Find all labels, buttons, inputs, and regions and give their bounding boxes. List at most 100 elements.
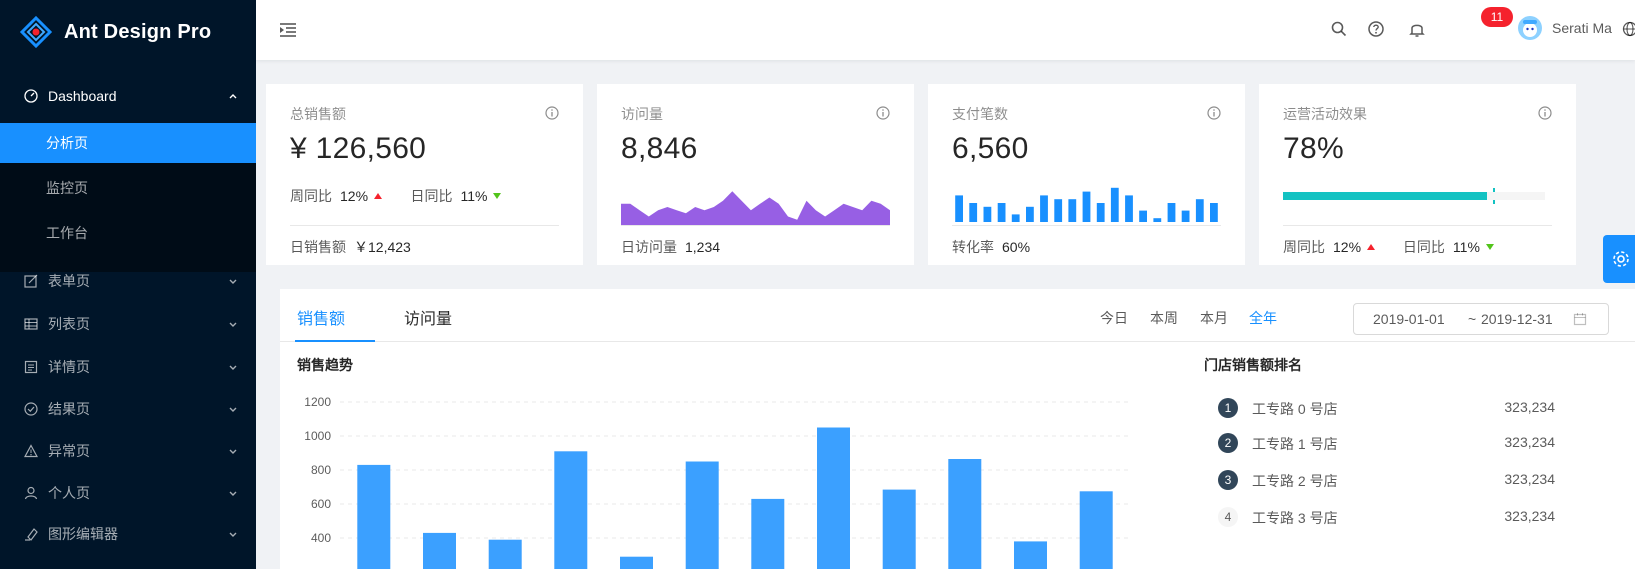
rank-value: 323,234 <box>1504 399 1555 415</box>
progress-target-bottom <box>1492 200 1495 204</box>
caret-down-icon <box>1485 244 1494 250</box>
sales-bar[interactable] <box>882 489 916 569</box>
sidebar-item-monitor[interactable]: 监控页 <box>46 180 88 196</box>
sidebar-item-form[interactable]: 表单页 <box>0 261 256 301</box>
question-circle-icon[interactable] <box>1367 20 1385 38</box>
payments-bar <box>1195 199 1204 222</box>
payments-bar <box>955 195 963 222</box>
date-separator: ~ <box>1468 311 1477 327</box>
sidebar-item-workplace[interactable]: 工作台 <box>46 225 88 241</box>
payments-bar <box>1139 210 1147 222</box>
date-range-picker[interactable]: 2019-01-01 ~ 2019-12-31 <box>1353 303 1609 335</box>
sales-bar[interactable] <box>488 539 522 569</box>
progress-fill <box>1283 192 1488 200</box>
sales-bar[interactable] <box>554 451 588 569</box>
sidebar-item-label: 异常页 <box>48 443 90 459</box>
trend-dod: 日同比 11% <box>410 186 502 206</box>
caret-up-icon <box>1367 244 1376 250</box>
chevron-down-icon <box>229 365 237 370</box>
sales-bar[interactable] <box>620 556 653 569</box>
sales-bar[interactable] <box>423 532 456 569</box>
trend-wow: 周同比 12% <box>1283 237 1376 257</box>
info-circle-icon[interactable] <box>545 106 559 120</box>
date-end[interactable]: 2019-12-31 <box>1481 311 1553 327</box>
card-trends: 周同比 12% 日同比 11% <box>290 186 525 206</box>
sales-bar[interactable] <box>817 427 850 569</box>
bell-icon[interactable] <box>1408 20 1426 38</box>
date-start[interactable]: 2019-01-01 <box>1373 311 1445 327</box>
range-year[interactable]: 全年 <box>1249 310 1277 326</box>
chevron-up-icon <box>229 94 237 99</box>
range-week[interactable]: 本周 <box>1150 310 1178 326</box>
sales-bar[interactable] <box>357 464 391 569</box>
info-circle-icon[interactable] <box>1207 106 1221 120</box>
payments-bar <box>1040 195 1048 222</box>
payments-bar <box>1153 218 1162 222</box>
logo[interactable]: Ant Design Pro <box>0 0 256 64</box>
sidebar-item-analysis[interactable]: 分析页 <box>0 123 256 163</box>
sidebar-item-profile[interactable]: 详情页 <box>0 347 256 387</box>
sidebar-item-label: 结果页 <box>48 401 90 417</box>
sidebar-item-exception[interactable]: 异常页 <box>0 431 256 471</box>
trend-label: 周同比 <box>1283 239 1325 255</box>
form-icon <box>24 274 38 288</box>
footer-label: 日访问量 <box>621 239 677 255</box>
ranking-item: 4 工专路 3 号店 323,234 <box>1218 507 1555 527</box>
sidebar-item-result[interactable]: 结果页 <box>0 389 256 429</box>
sidebar-item-list[interactable]: 列表页 <box>0 304 256 344</box>
sales-bar[interactable] <box>1014 541 1047 569</box>
footer-label: 转化率 <box>952 239 994 255</box>
rank-store-name: 工专路 1 号店 <box>1252 436 1338 452</box>
card-total-sales: 总销售额 ¥ 126,560 周同比 12% 日同比 11% 日销售额 ￥12,423 <box>266 84 583 265</box>
sidebar-item-label: Dashboard <box>48 88 117 104</box>
range-today[interactable]: 今日 <box>1100 310 1128 326</box>
payments-bar <box>1011 214 1020 222</box>
sidebar-item-dashboard[interactable]: Dashboard <box>0 76 256 116</box>
card-value: 6,560 <box>952 132 1029 165</box>
username[interactable]: Serati Ma <box>1552 20 1612 36</box>
sales-tabs: 销售额 访问量 今日 本周 本月 全年 2019-01-01 ~ 2019-12… <box>280 289 1635 342</box>
search-icon[interactable] <box>1330 20 1348 38</box>
user-icon <box>24 486 38 500</box>
rank-store-name: 工专路 2 号店 <box>1252 473 1338 489</box>
payments-bar <box>1068 199 1077 222</box>
avatar[interactable] <box>1518 16 1542 40</box>
setting-icon <box>1613 251 1629 267</box>
y-tick-label: 600 <box>311 497 331 511</box>
payments-bar <box>997 203 1006 222</box>
tab-sales[interactable]: 销售额 <box>297 311 346 328</box>
caret-up-icon <box>374 193 383 199</box>
sales-bar[interactable] <box>685 461 719 569</box>
card-title: 访问量 <box>621 106 663 122</box>
card-operations: 运营活动效果 78% 周同比 12% 日同比 11% <box>1259 84 1576 265</box>
menu-fold-icon[interactable] <box>278 20 298 40</box>
rank-value: 323,234 <box>1504 471 1555 487</box>
notification-badge: 11 <box>1481 7 1513 27</box>
globe-icon[interactable] <box>1622 21 1635 37</box>
payments-bar <box>1082 191 1091 222</box>
card-divider <box>1283 225 1552 226</box>
y-tick-label: 800 <box>311 463 331 477</box>
sales-bar[interactable] <box>1079 491 1113 569</box>
rank-value: 323,234 <box>1504 508 1555 524</box>
caret-down-icon <box>493 193 502 199</box>
sales-bar[interactable] <box>948 459 982 569</box>
tab-visits[interactable]: 访问量 <box>404 311 453 328</box>
sidebar-item-account[interactable]: 个人页 <box>0 473 256 513</box>
sidebar-item-editor[interactable]: 图形编辑器 <box>0 514 256 554</box>
card-footer: 日销售额 ￥12,423 <box>290 237 411 257</box>
info-circle-icon[interactable] <box>876 106 890 120</box>
rank-number: 4 <box>1218 507 1238 527</box>
settings-drawer-handle[interactable] <box>1603 235 1635 283</box>
footer-value: 1,234 <box>685 239 721 255</box>
info-circle-icon[interactable] <box>1538 106 1552 120</box>
card-title: 总销售额 <box>290 106 346 122</box>
rank-store-name: 工专路 0 号店 <box>1252 401 1338 417</box>
payments-bar <box>1054 199 1063 222</box>
trend-wow: 周同比 12% <box>290 186 383 206</box>
range-month[interactable]: 本月 <box>1200 310 1228 326</box>
sales-bar[interactable] <box>751 498 785 569</box>
card-title: 支付笔数 <box>952 106 1008 122</box>
sidebar-item-label: 列表页 <box>48 316 90 332</box>
warning-icon <box>24 444 38 458</box>
